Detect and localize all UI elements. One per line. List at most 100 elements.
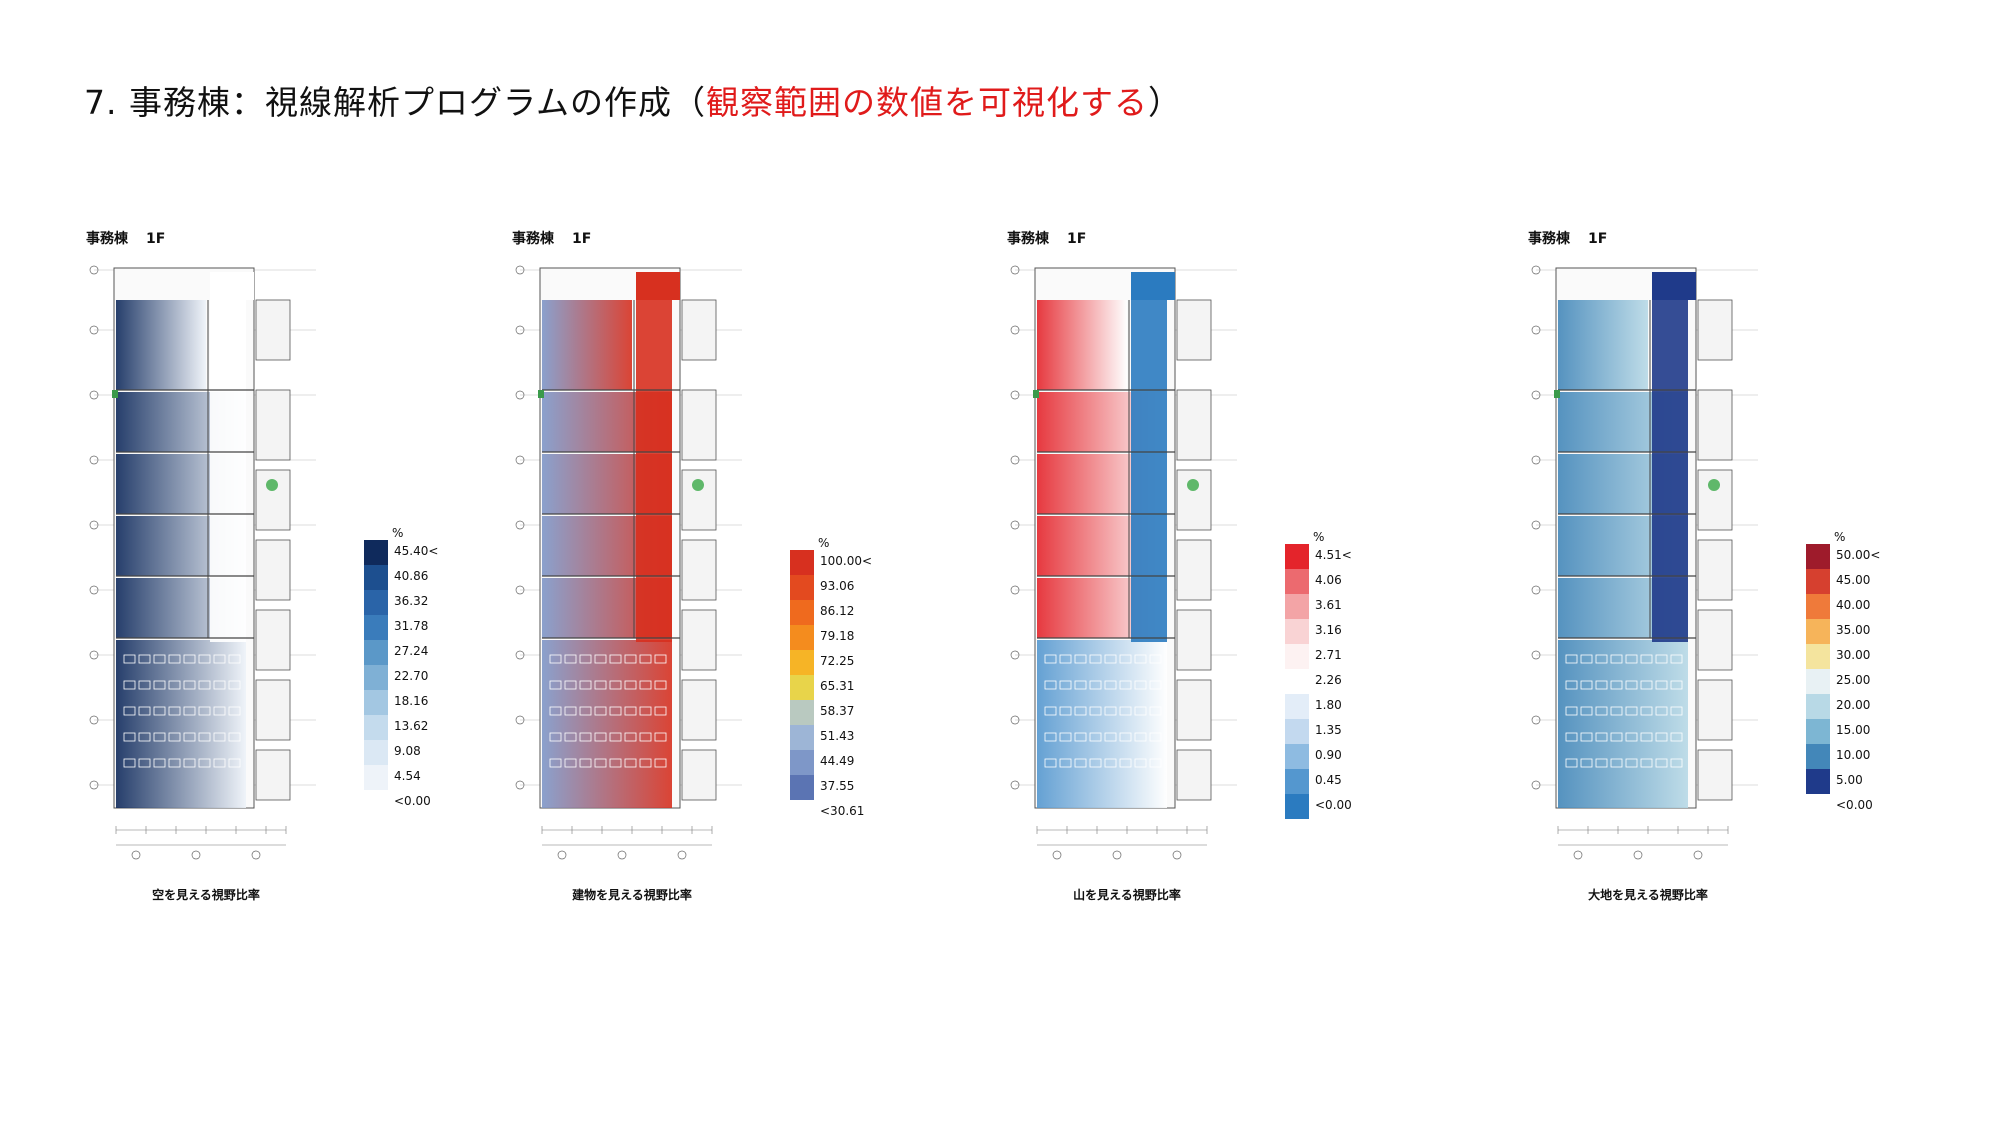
desk-rows	[549, 654, 667, 768]
desk-rows	[1044, 654, 1162, 768]
legend-label: 93.06	[820, 579, 855, 593]
legend-swatch	[790, 725, 814, 750]
panel-caption: 山を見える視野比率	[1073, 888, 1181, 902]
floor-plan-heatmap	[515, 265, 742, 860]
legend-swatch	[364, 565, 388, 590]
legend-swatch	[364, 715, 388, 740]
floor-label: 事務棟 1F	[1007, 228, 1086, 248]
legend-unit: %	[1313, 530, 1325, 544]
legend-label: <30.61	[820, 804, 865, 818]
legend-label: 44.49	[820, 754, 855, 768]
legend-swatch	[790, 700, 814, 725]
legend-swatch	[1285, 744, 1309, 769]
legend-swatch	[1806, 544, 1830, 569]
floor-label: 事務棟 1F	[512, 228, 591, 248]
legend-label: 36.32	[394, 594, 429, 608]
legend-swatch	[364, 640, 388, 665]
legend-swatch	[1285, 644, 1309, 669]
dimension-line	[1557, 826, 1729, 860]
legend-label: 58.37	[820, 704, 855, 718]
legend-label: 27.24	[394, 644, 429, 658]
desk-rows	[1565, 654, 1683, 768]
legend-swatch	[1285, 694, 1309, 719]
legend-unit: %	[818, 536, 830, 550]
legend-swatch	[790, 675, 814, 700]
legend-label: 45.40<	[394, 544, 439, 558]
legend-swatch	[1806, 619, 1830, 644]
legend-swatch	[790, 600, 814, 625]
legend-swatch	[1285, 719, 1309, 744]
legend-label: 72.25	[820, 654, 855, 668]
floor-building: 事務棟	[1528, 231, 1570, 247]
legend-label: 4.54	[394, 769, 421, 783]
floor-level: 1F	[146, 231, 166, 247]
legend-label: 1.80	[1315, 698, 1342, 712]
legend-label: 86.12	[820, 604, 855, 618]
legend-swatch	[1806, 744, 1830, 769]
entrance-zone	[636, 272, 680, 300]
legend-swatch	[790, 775, 814, 800]
interior-walls	[1037, 300, 1175, 639]
legend-swatch	[790, 750, 814, 775]
legend-label: 37.55	[820, 779, 855, 793]
legend-label: 40.00	[1836, 598, 1871, 612]
side-rooms	[681, 299, 717, 801]
side-rooms	[1697, 299, 1733, 801]
legend-label: 0.45	[1315, 773, 1342, 787]
legend-label: 45.00	[1836, 573, 1871, 587]
legend-swatch	[1806, 769, 1830, 794]
panel-caption: 空を見える視野比率	[152, 888, 260, 902]
legend-swatch	[364, 665, 388, 690]
legend-label: <0.00	[394, 794, 431, 808]
legend-swatch	[790, 650, 814, 675]
legend-swatch	[364, 765, 388, 790]
legend-label: 65.31	[820, 679, 855, 693]
legend-label: 3.61	[1315, 598, 1342, 612]
legend-label: 20.00	[1836, 698, 1871, 712]
panel-caption: 大地を見える視野比率	[1588, 888, 1708, 902]
tree-marker	[266, 479, 278, 491]
green-marker	[1033, 390, 1039, 398]
legend-label: 2.71	[1315, 648, 1342, 662]
legend-label: 2.26	[1315, 673, 1342, 687]
legend-swatch	[790, 625, 814, 650]
legend-label: 10.00	[1836, 748, 1871, 762]
page-title: 7. 事務棟：視線解析プログラムの作成（観察範囲の数値を可視化する）	[84, 76, 1182, 124]
title-suffix: ）	[1148, 83, 1182, 122]
floor-level: 1F	[1588, 231, 1608, 247]
legend-label: 100.00<	[820, 554, 873, 568]
panel-sky: 事務棟 1F 空を見える視野比率 % 45.40< 40.86 36.32 31.78 27…	[86, 220, 506, 920]
floor-label: 事務棟 1F	[1528, 228, 1607, 248]
floor-building: 事務棟	[1007, 231, 1049, 247]
legend-unit: %	[1834, 530, 1846, 544]
dimension-line	[1036, 826, 1208, 860]
legend-label: 1.35	[1315, 723, 1342, 737]
legend-swatch	[1806, 719, 1830, 744]
legend-label: 4.51<	[1315, 548, 1352, 562]
floor-label: 事務棟 1F	[86, 228, 165, 248]
legend-swatch	[790, 550, 814, 575]
legend-swatch	[364, 615, 388, 640]
legend-swatch	[1806, 594, 1830, 619]
tree-marker	[1708, 479, 1720, 491]
legend-label: 40.86	[394, 569, 429, 583]
legend-label: 51.43	[820, 729, 855, 743]
floor-building: 事務棟	[86, 231, 128, 247]
legend-label: 79.18	[820, 629, 855, 643]
legend-label: <0.00	[1836, 798, 1873, 812]
legend-label: <0.00	[1315, 798, 1352, 812]
legend-swatch	[790, 575, 814, 600]
green-marker	[1554, 390, 1560, 398]
legend-label: 13.62	[394, 719, 429, 733]
green-marker	[538, 390, 544, 398]
corridor-zone	[1131, 272, 1167, 642]
heat-zones	[1558, 300, 1688, 808]
legend-swatch	[1806, 669, 1830, 694]
legend-swatch	[364, 590, 388, 615]
legend-swatch	[1806, 569, 1830, 594]
legend-label: 3.16	[1315, 623, 1342, 637]
legend-label: 30.00	[1836, 648, 1871, 662]
legend-label: 35.00	[1836, 623, 1871, 637]
panel-building: 事務棟 1F 建物を見える視野比率 % 100.00< 93.06 86.12 79.18…	[512, 220, 932, 920]
legend-label: 9.08	[394, 744, 421, 758]
